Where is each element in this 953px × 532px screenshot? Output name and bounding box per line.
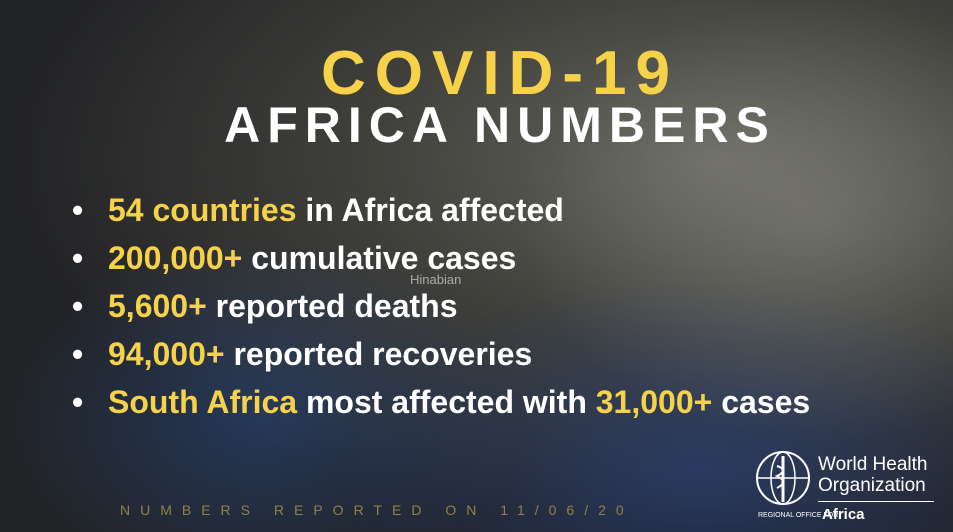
who-emblem [756, 451, 810, 505]
bullet-segment: 200,000+ [108, 240, 243, 276]
bullet-segment: 5,600+ [108, 288, 207, 324]
bullet-segment: cumulative cases [242, 240, 517, 276]
bullet: 5,600+ reported deaths [72, 282, 810, 330]
bullet-segment: most affected with [297, 384, 596, 420]
bullet-segment: cases [712, 384, 811, 420]
bullet-list: 54 countries in Africa affected200,000+ … [72, 186, 810, 426]
title: COVID-19 [321, 39, 679, 108]
bullet: South Africa most affected with 31,000+ … [72, 378, 810, 426]
subtitle: AFRICA NUMBERS [224, 97, 776, 153]
logo-rule [818, 501, 934, 502]
bullet-segment: South Africa [108, 384, 298, 420]
bullet: 54 countries in Africa affected [72, 186, 810, 234]
logo-line: Organization [818, 475, 926, 496]
bullet: 200,000+ cumulative cases [72, 234, 810, 282]
bullet-segment: 31,000+ [595, 384, 713, 420]
logo-office: REGIONAL OFFICE FOR [758, 512, 839, 519]
footer: NUMBERS REPORTED ON 11/06/20 [120, 502, 634, 518]
logo-region: Africa [822, 506, 865, 523]
bullet-segment: reported deaths [206, 288, 458, 324]
bullet-segment: 94,000+ [108, 336, 225, 372]
bullet-segment: in Africa affected [296, 192, 564, 228]
bullet: 94,000+ reported recoveries [72, 330, 810, 378]
bullet-segment: 54 countries [108, 192, 297, 228]
bullet-segment: reported recoveries [224, 336, 533, 372]
logo-line: World Health [818, 454, 928, 475]
